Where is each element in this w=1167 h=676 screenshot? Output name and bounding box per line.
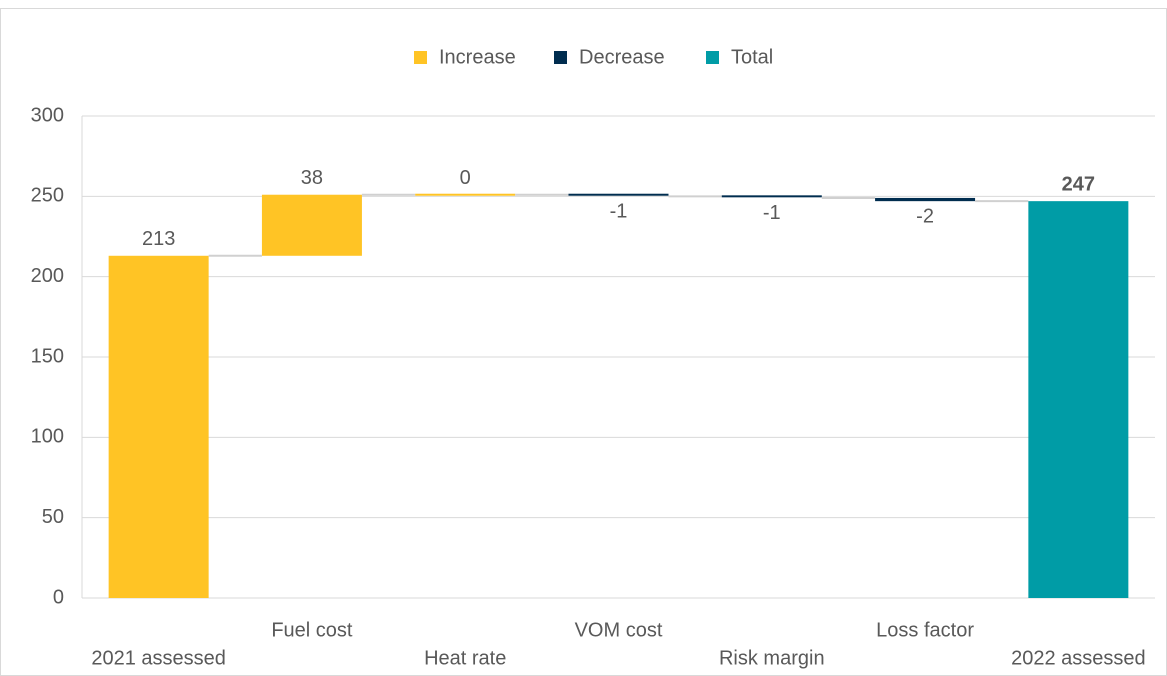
legend-label: Decrease	[579, 46, 665, 68]
data-label: 0	[460, 167, 471, 189]
data-label: 213	[142, 228, 175, 250]
x-tick-label: 2021 assessed	[91, 647, 226, 669]
y-tick-label: 200	[31, 265, 64, 287]
legend-swatch	[554, 51, 567, 64]
y-tick-label: 100	[31, 426, 64, 448]
x-tick-label: Heat rate	[424, 647, 506, 669]
legend-swatch	[414, 51, 427, 64]
data-label: 38	[301, 167, 323, 189]
data-label: -1	[610, 201, 628, 223]
legend-label: Increase	[439, 46, 516, 68]
data-label: -2	[916, 205, 934, 227]
bar	[415, 193, 516, 196]
x-tick-label: 2022 assessed	[1011, 647, 1146, 669]
y-tick-label: 50	[42, 506, 64, 528]
bar	[261, 194, 362, 256]
y-tick-label: 300	[31, 104, 64, 126]
data-label: 247	[1062, 173, 1095, 195]
legend-label: Total	[731, 46, 773, 68]
y-tick-label: 0	[53, 586, 64, 608]
y-tick-label: 150	[31, 345, 64, 367]
bar	[1028, 201, 1129, 599]
x-tick-label: Loss factor	[876, 619, 974, 641]
data-label: -1	[763, 202, 781, 224]
x-tick-label: Risk margin	[719, 647, 825, 669]
bar	[721, 195, 822, 198]
legend-swatch	[706, 51, 719, 64]
x-tick-label: VOM cost	[575, 619, 663, 641]
bar	[108, 255, 209, 598]
y-tick-label: 250	[31, 185, 64, 207]
bar	[875, 197, 976, 202]
x-tick-label: Fuel cost	[271, 619, 353, 641]
bar	[568, 193, 669, 196]
